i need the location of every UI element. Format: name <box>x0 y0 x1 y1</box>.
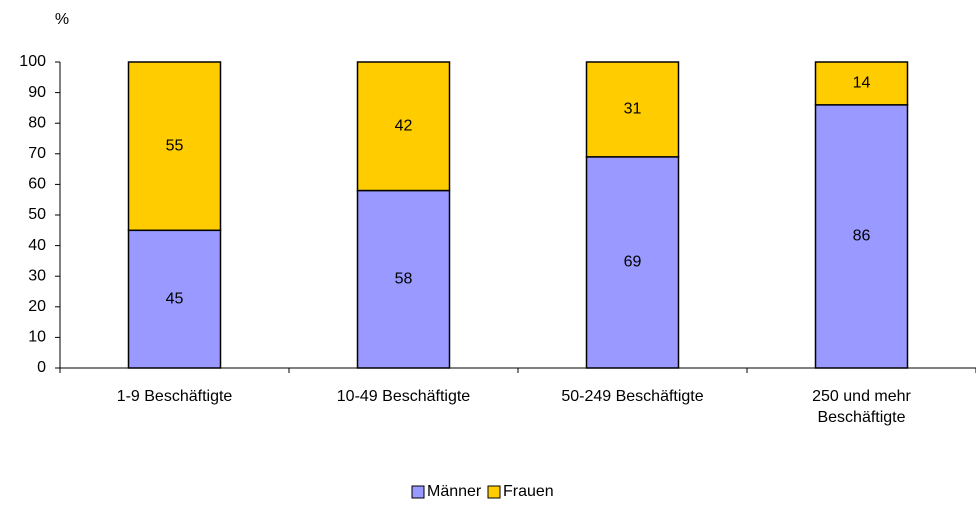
y-tick-label: 50 <box>28 206 46 223</box>
bar-segment <box>127 61 222 232</box>
y-tick-label: 0 <box>37 359 46 376</box>
value-label: 69 <box>624 254 642 271</box>
x-tick-label: 250 und mehr Beschäftigte <box>812 388 911 426</box>
y-tick-label: 10 <box>28 329 46 346</box>
x-tick-label: 50-249 Beschäftigte <box>561 388 704 405</box>
y-tick-label: 80 <box>28 114 46 131</box>
y-tick-label: 40 <box>28 237 46 254</box>
bar-segment <box>585 156 680 369</box>
value-label: 58 <box>395 270 413 287</box>
legend-swatch <box>411 485 425 499</box>
y-tick-label: 20 <box>28 298 46 315</box>
y-tick-label: 70 <box>28 145 46 162</box>
x-tick-label: 10-49 Beschäftigte <box>336 388 471 405</box>
legend-swatch <box>487 485 501 499</box>
bar-segment <box>585 61 680 158</box>
value-label: 42 <box>395 117 413 134</box>
value-label: 45 <box>166 290 184 307</box>
value-label: 86 <box>853 228 871 245</box>
y-axis-label: % <box>55 11 69 28</box>
y-tick-label: 90 <box>28 84 46 101</box>
x-tick-label: 1-9 Beschäftigte <box>116 388 233 405</box>
bar-segment <box>127 229 222 369</box>
y-tick-label: 30 <box>28 267 46 284</box>
legend-label: Männer <box>427 483 482 500</box>
legend-label: Frauen <box>503 483 554 500</box>
bar-segment <box>356 189 451 369</box>
bar-segment <box>814 61 909 106</box>
value-label: 55 <box>166 137 184 154</box>
value-label: 14 <box>853 75 871 92</box>
value-label: 31 <box>624 101 642 118</box>
y-tick-label: 100 <box>19 53 46 70</box>
bar-segment <box>356 61 451 192</box>
y-tick-label: 60 <box>28 176 46 193</box>
